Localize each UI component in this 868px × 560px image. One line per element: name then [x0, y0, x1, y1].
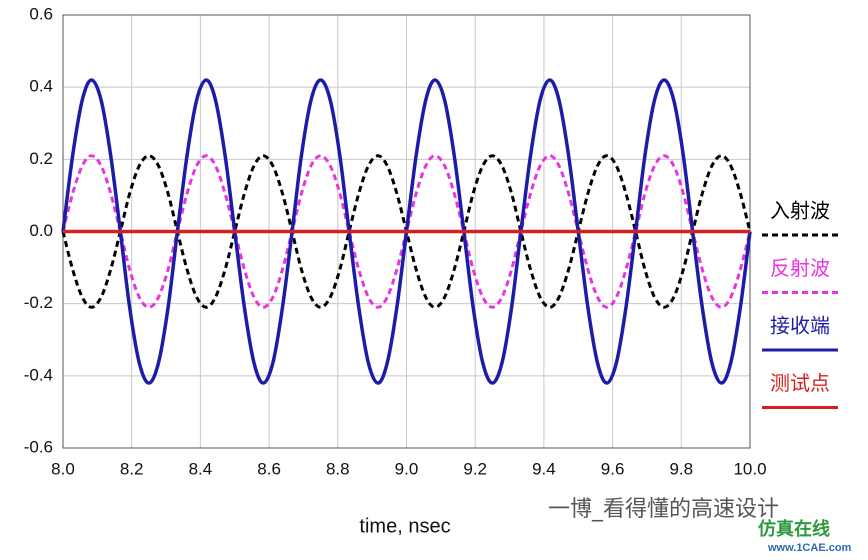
x-tick-label: 9.2	[463, 459, 487, 478]
y-tick-label: 0.2	[29, 149, 53, 168]
y-tick-label: 0.4	[29, 77, 53, 96]
x-tick-label: 10.0	[733, 459, 766, 478]
y-tick-label: 0.6	[29, 4, 53, 23]
x-tick-label: 9.4	[532, 459, 556, 478]
x-tick-label: 8.0	[51, 459, 75, 478]
watermark: 一博_看得懂的高速设计	[548, 497, 779, 522]
x-tick-label: 8.8	[326, 459, 350, 478]
legend-label: 接收端	[770, 314, 830, 338]
y-tick-label: 0.0	[29, 221, 53, 240]
y-tick-label: -0.4	[24, 365, 53, 384]
x-tick-label: 8.4	[189, 459, 213, 478]
y-tick-label: -0.6	[24, 437, 53, 456]
x-tick-label: 9.8	[669, 459, 693, 478]
x-axis-label: time, nsec	[359, 515, 450, 537]
legend-label: 反射波	[770, 256, 830, 280]
legend-label: 入射波	[770, 199, 830, 223]
legend-label: 测试点	[770, 371, 830, 395]
x-tick-label: 8.6	[257, 459, 281, 478]
x-tick-label: 8.2	[120, 459, 144, 478]
watermark: 仿真在线	[758, 518, 830, 540]
x-tick-label: 9.6	[601, 459, 625, 478]
watermark: www.1CAE.com	[767, 542, 852, 554]
x-tick-label: 9.0	[395, 459, 419, 478]
y-tick-label: -0.2	[24, 293, 53, 312]
